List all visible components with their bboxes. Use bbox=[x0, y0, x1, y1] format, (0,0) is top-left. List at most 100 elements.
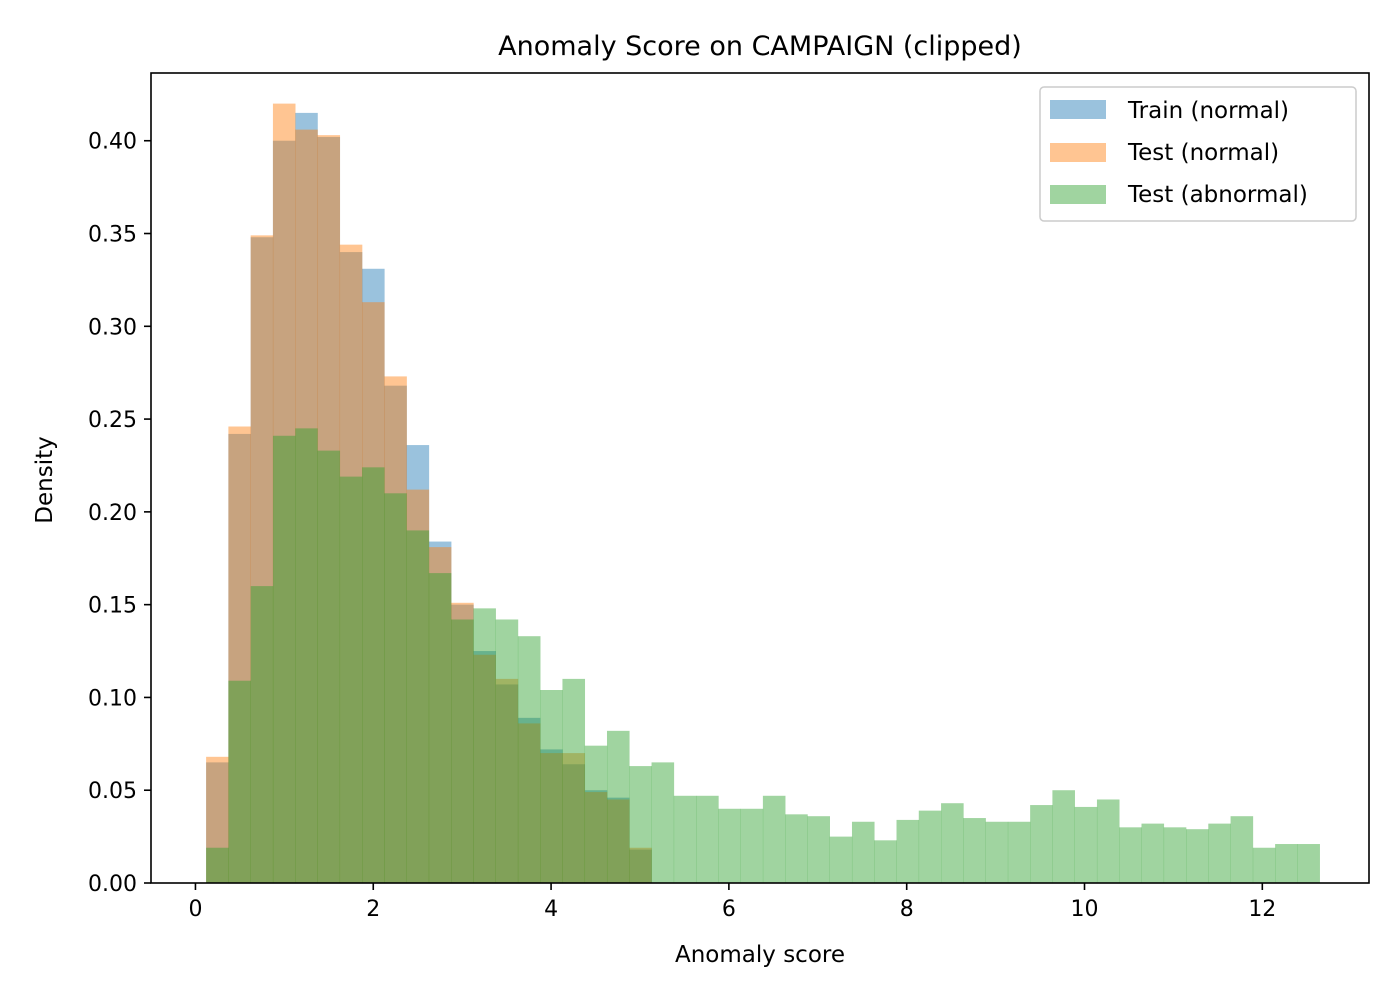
histogram-bar bbox=[428, 573, 452, 883]
histogram-bar bbox=[1163, 827, 1187, 883]
x-tick-label: 6 bbox=[722, 897, 736, 922]
histogram-bar bbox=[406, 530, 430, 883]
histogram-bar bbox=[384, 385, 407, 883]
legend-label-train-normal: Train (normal) bbox=[1127, 98, 1289, 124]
histogram-bar bbox=[451, 602, 474, 883]
histogram-bar bbox=[295, 428, 318, 883]
histogram-bar bbox=[629, 847, 652, 883]
legend-label-test-abnormal: Test (abnormal) bbox=[1127, 182, 1308, 208]
histogram-bar bbox=[851, 821, 875, 883]
histogram-bar bbox=[762, 795, 786, 883]
y-tick-label: 0.30 bbox=[88, 315, 137, 340]
histogram-bar bbox=[295, 129, 318, 884]
histogram-bar bbox=[540, 749, 563, 883]
histogram-bar bbox=[428, 547, 452, 883]
histogram-bar bbox=[629, 766, 652, 883]
histogram-bar bbox=[1052, 790, 1075, 883]
histogram-bar bbox=[317, 135, 341, 883]
histogram-bar bbox=[1230, 816, 1254, 883]
y-tick-label: 0.35 bbox=[88, 223, 137, 248]
chart-legend: Train (normal) Test (normal) Test (abnor… bbox=[1039, 86, 1357, 222]
legend-swatch-train-normal bbox=[1050, 100, 1106, 119]
histogram-bar bbox=[384, 376, 407, 883]
histogram-bar bbox=[362, 467, 385, 883]
histogram-bar bbox=[606, 730, 630, 883]
histogram-bar bbox=[517, 717, 541, 883]
histogram-bar bbox=[673, 795, 697, 883]
y-tick-label: 0.15 bbox=[88, 594, 137, 619]
histogram-bar bbox=[718, 808, 741, 883]
histogram-bar bbox=[250, 235, 274, 883]
histogram-bar bbox=[918, 810, 942, 883]
histogram-bar bbox=[451, 619, 474, 883]
histogram-bar bbox=[1252, 847, 1276, 883]
histogram-bar bbox=[206, 762, 229, 883]
histogram-bar bbox=[406, 445, 430, 883]
histogram-bar bbox=[1074, 806, 1098, 883]
histogram-bar bbox=[1119, 827, 1142, 883]
x-axis-ticks: 0 2 4 6 8 10 12 bbox=[188, 883, 1276, 922]
histogram-bar bbox=[406, 489, 430, 883]
histogram-bar bbox=[1007, 821, 1031, 883]
histogram-bar bbox=[272, 140, 296, 884]
series-train-normal bbox=[206, 112, 652, 884]
histogram-bar bbox=[941, 803, 964, 883]
histogram-bar bbox=[562, 753, 586, 883]
y-tick-label: 0.00 bbox=[88, 872, 137, 897]
legend-swatch-test-abnormal bbox=[1050, 185, 1106, 204]
histogram-bar bbox=[495, 678, 519, 883]
histogram-bar bbox=[473, 651, 496, 883]
histogram-bar bbox=[740, 808, 764, 883]
chart-title: Anomaly Score on CAMPAIGN (clipped) bbox=[498, 31, 1022, 62]
series-test-abnormal bbox=[206, 428, 1320, 883]
histogram-bar bbox=[339, 244, 363, 883]
legend-frame bbox=[1039, 86, 1357, 222]
histogram-bar bbox=[540, 753, 563, 883]
legend-swatch-test-normal bbox=[1050, 143, 1106, 162]
histogram-bar bbox=[1030, 805, 1053, 883]
histogram-bar bbox=[1096, 799, 1120, 883]
histogram-bar bbox=[1297, 844, 1320, 883]
histogram-bar bbox=[584, 792, 608, 883]
histogram-bar bbox=[963, 818, 986, 883]
y-tick-label: 0.05 bbox=[88, 779, 137, 804]
histogram-bar bbox=[540, 690, 563, 883]
histogram-bar bbox=[807, 816, 830, 883]
histogram-bar bbox=[606, 797, 630, 883]
histogram-bar bbox=[428, 541, 452, 883]
y-tick-label: 0.20 bbox=[88, 501, 137, 526]
histogram-bar bbox=[362, 302, 385, 883]
y-tick-label: 0.25 bbox=[88, 408, 137, 433]
y-axis-label: Density bbox=[32, 436, 58, 523]
y-axis-ticks: 0.00 0.05 0.10 0.15 0.20 0.25 0.30 0.35 0.40 bbox=[88, 130, 151, 897]
histogram-bar bbox=[362, 268, 385, 883]
histogram-bar bbox=[317, 137, 341, 883]
histogram-bar bbox=[896, 819, 920, 883]
legend-label-test-normal: Test (normal) bbox=[1127, 140, 1279, 166]
histogram-bar bbox=[495, 684, 519, 883]
histogram-bar bbox=[250, 586, 274, 883]
histogram-bar bbox=[785, 814, 808, 883]
histogram-bar bbox=[562, 764, 586, 883]
histogram-bar bbox=[584, 745, 608, 883]
histogram-bar bbox=[451, 604, 474, 883]
x-axis-label: Anomaly score bbox=[675, 942, 845, 968]
x-tick-label: 0 bbox=[188, 897, 202, 922]
histogram-bar bbox=[339, 476, 363, 883]
y-tick-label: 0.10 bbox=[88, 686, 137, 711]
histogram-bar bbox=[206, 756, 229, 883]
histogram-bar bbox=[584, 790, 608, 883]
plot-frame bbox=[150, 72, 1370, 884]
histogram-bar bbox=[1275, 844, 1298, 883]
x-tick-label: 4 bbox=[544, 897, 558, 922]
histogram-bar bbox=[1208, 823, 1231, 883]
histogram-bar bbox=[874, 840, 897, 883]
histogram-bar bbox=[339, 252, 363, 883]
histogram-bar bbox=[317, 450, 341, 883]
histogram-bar bbox=[651, 762, 675, 883]
histogram-bar bbox=[517, 636, 541, 883]
histogram-bar bbox=[250, 237, 274, 884]
histogram-bar bbox=[1141, 823, 1165, 883]
series-test-normal bbox=[206, 103, 652, 884]
histogram-bar bbox=[206, 847, 229, 883]
